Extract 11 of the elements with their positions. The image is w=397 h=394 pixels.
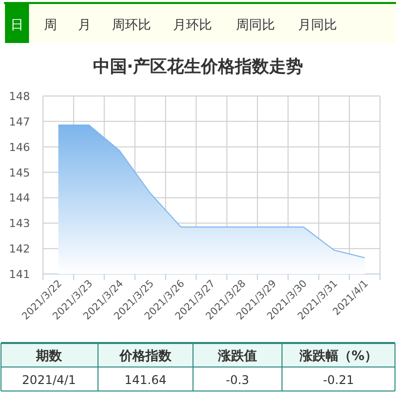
y-tick-label: 146	[9, 140, 30, 154]
y-tick-label: 145	[9, 166, 30, 180]
y-tick-label: 142	[9, 242, 30, 256]
y-tick-label: 148	[9, 90, 30, 103]
y-tick-label: 147	[9, 115, 30, 128]
chart-title: 中国·产区花生价格指数走势	[92, 57, 304, 77]
table: 期数 价格指数 涨跌值 涨跌幅（%） 2021/4/1 141.64 -0.3 -0.21	[0, 342, 396, 392]
y-tick-label: 143	[9, 217, 30, 230]
y-tick-label: 141	[9, 268, 30, 281]
y-tick-label: 144	[9, 192, 30, 205]
tabs: 日 周 月 周环比 月环比 周同比 月同比	[4, 2, 396, 43]
